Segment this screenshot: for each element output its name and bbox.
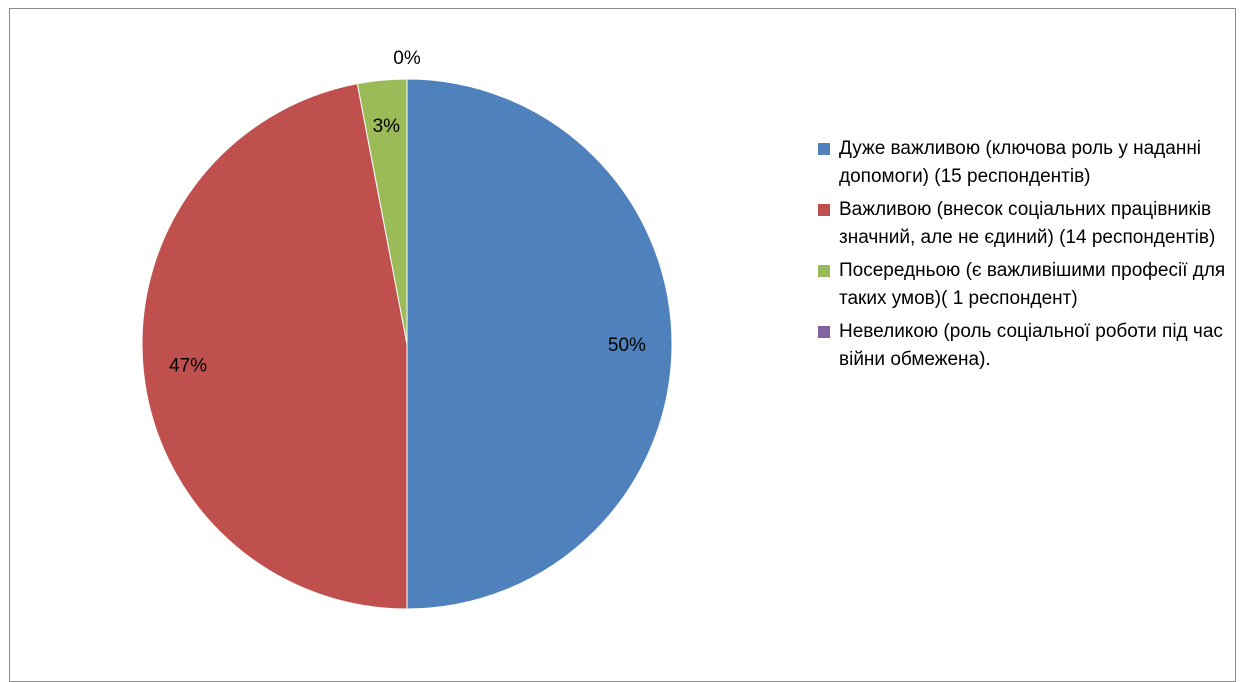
legend-item: Важливою (внесок соціальних працівників … — [818, 196, 1228, 252]
legend: Дуже важливою (ключова роль у наданні до… — [818, 135, 1228, 379]
pie-chart: 50% 47% 3% 0% — [141, 48, 673, 610]
pie-data-label: 50% — [608, 335, 646, 356]
pie-data-label: 0% — [393, 48, 421, 69]
chart-frame: 50% 47% 3% 0% Дуже важливою (ключова роль у… — [9, 8, 1236, 682]
legend-item: Посередньою (є важливішими професії для … — [818, 257, 1228, 313]
legend-label: Важливою (внесок соціальних працівників … — [839, 199, 1216, 248]
pie-slices — [141, 78, 673, 610]
legend-label: Дуже важливою (ключова роль у наданні до… — [839, 138, 1202, 187]
legend-label: Невеликою (роль соціальної роботи під ча… — [839, 321, 1223, 370]
legend-swatch — [818, 204, 830, 216]
pie-labels: 50% 47% 3% 0% — [169, 48, 646, 377]
legend-item: Дуже важливою (ключова роль у наданні до… — [818, 135, 1228, 191]
legend-swatch — [818, 326, 830, 338]
pie-slice — [406, 78, 673, 610]
legend-swatch — [818, 143, 830, 155]
legend-item: Невеликою (роль соціальної роботи під ча… — [818, 318, 1228, 374]
pie-slice — [141, 83, 408, 610]
pie-data-label: 3% — [373, 116, 401, 137]
pie-data-label: 47% — [169, 356, 207, 377]
legend-swatch — [818, 265, 830, 277]
legend-label: Посередньою (є важливішими професії для … — [839, 260, 1226, 309]
pie-slice — [356, 78, 408, 345]
